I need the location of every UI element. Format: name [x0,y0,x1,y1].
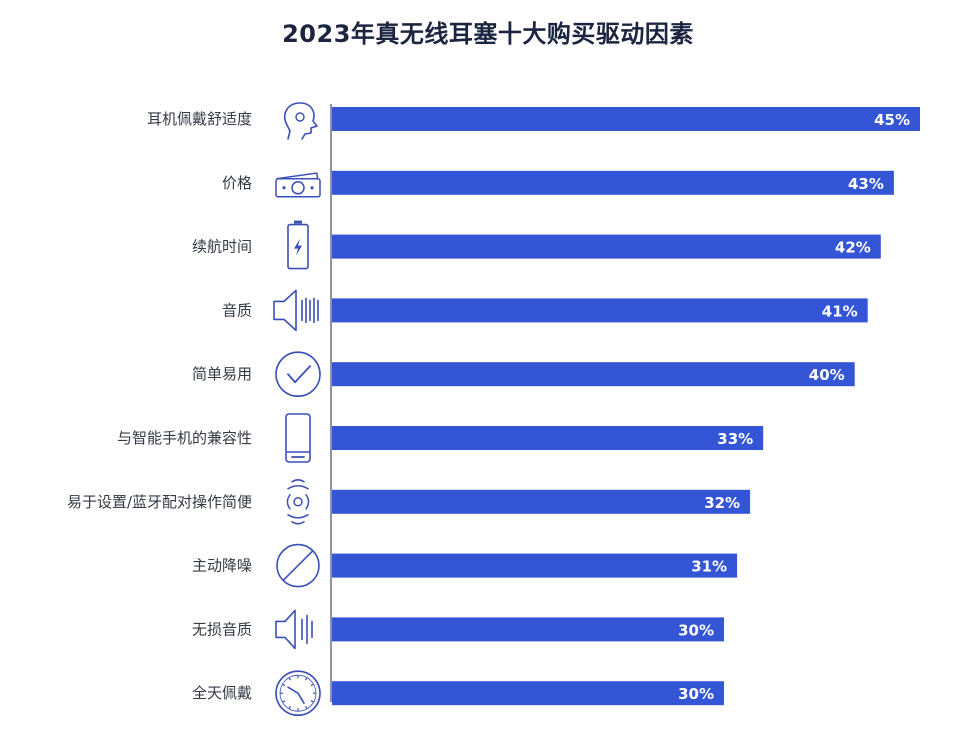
value-label: 33% [717,430,753,448]
money-icon [275,172,321,198]
smartphone-icon [285,413,311,463]
category-label: 简单易用 [192,365,252,383]
clock-icon [275,670,321,717]
bar [332,426,764,450]
value-label: 40% [809,366,845,384]
category-label: 续航时间 [192,238,252,256]
value-label: 31% [691,558,727,576]
bar [332,617,724,642]
value-label: 45% [874,111,910,129]
value-label: 30% [678,621,714,639]
pairing-signal-icon [286,479,310,525]
category-label: 耳机佩戴舒适度 [147,110,252,128]
value-label: 32% [704,494,740,512]
battery-icon [287,220,309,270]
prohibited-circle-icon [276,543,320,588]
value-label: 30% [678,685,714,703]
bar [332,489,751,514]
bar [332,553,738,578]
value-label: 41% [822,302,858,320]
bar [332,107,920,131]
category-label: 与智能手机的兼容性 [117,429,252,447]
bar [332,362,855,387]
head-icon [284,102,318,140]
category-label: 音质 [222,301,252,319]
category-label: 易于设置/蓝牙配对操作简便 [67,493,252,511]
bar [332,170,894,195]
category-label: 主动降噪 [192,557,252,575]
speaker-wave-icon [273,289,319,332]
bar [332,298,868,323]
bar [332,681,724,706]
value-label: 42% [835,239,871,257]
category-label: 价格 [222,174,252,192]
category-label: 全天佩戴 [192,684,252,702]
checkmark-circle-icon [275,351,321,398]
value-label: 43% [848,175,884,193]
chart-title: 2023年真无线耳塞十大购买驱动因素 [282,20,694,48]
category-label: 无损音质 [192,620,252,638]
speaker-lossless-icon [275,609,313,650]
bar [332,234,881,259]
